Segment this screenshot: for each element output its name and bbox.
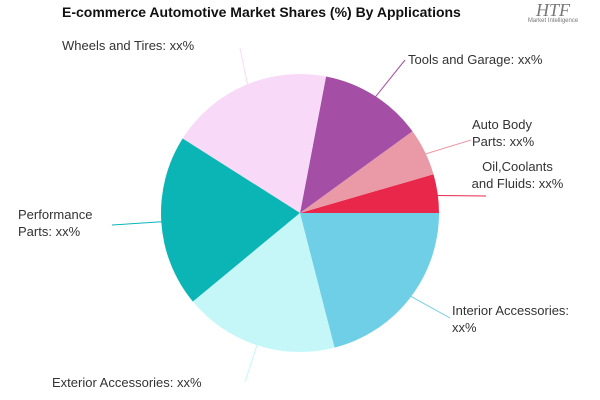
pie-slice — [300, 131, 434, 213]
pie-slice — [182, 74, 327, 214]
slice-label: Interior Accessories: xx% — [452, 303, 570, 335]
slice-label: Tools and Garage: xx% — [408, 52, 543, 67]
leader-line — [412, 139, 472, 159]
leader-line — [366, 59, 406, 108]
logo-name: HTF — [535, 0, 570, 20]
leader-line — [239, 47, 251, 99]
pie-slice — [160, 138, 300, 302]
slice-label: Auto Body Parts: xx% — [472, 117, 535, 149]
pie-slice — [192, 213, 335, 353]
slice-label: Wheels and Tires: xx% — [62, 38, 195, 53]
leader-line — [244, 331, 262, 383]
logo: HTF Market Intelligence — [518, 0, 588, 24]
leader-line — [423, 194, 487, 197]
slice-label: Exterior Accessories: xx% — [52, 375, 202, 390]
logo-tagline: Market Intelligence — [527, 18, 579, 24]
pie-slice — [300, 174, 439, 213]
pie-slice — [300, 213, 439, 348]
pie-slice — [300, 76, 413, 214]
slice-label: Oil,Coolants and Fluids: xx% — [471, 159, 564, 191]
leader-line — [398, 289, 451, 319]
slice-label: Performance Parts: xx% — [18, 207, 93, 239]
chart-title: E-commerce Automotive Market Shares (%) … — [62, 4, 461, 20]
leader-line — [111, 220, 176, 226]
